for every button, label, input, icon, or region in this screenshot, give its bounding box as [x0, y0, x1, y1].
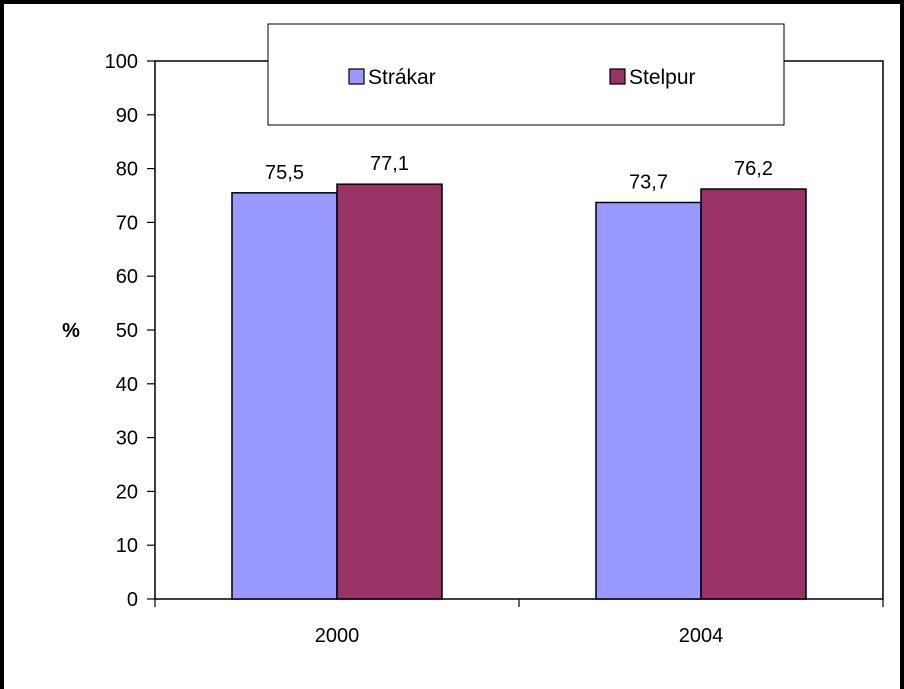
bar-strakar-2000: [231, 192, 338, 600]
legend-swatch-stelpur: [609, 68, 626, 85]
y-tick-label: 10: [116, 535, 138, 557]
bar-stelpur-2000: [336, 183, 443, 600]
y-tick-label: 50: [116, 320, 138, 342]
legend-label-stelpur: Stelpur: [629, 66, 696, 89]
x-axis: 2000 2004: [154, 599, 884, 647]
legend-box: [267, 23, 785, 126]
y-axis: 0 10 20 30 40 50 60 70 80 90 100: [105, 51, 155, 611]
data-labels: 75,5 73,7 77,1 76,2: [265, 153, 773, 193]
y-tick-label: 20: [116, 481, 138, 503]
legend-swatch-strakar: [348, 68, 365, 85]
y-tick-label: 100: [105, 51, 138, 73]
legend-label-strakar: Strákar: [368, 66, 436, 89]
y-tick-label: 30: [116, 428, 138, 450]
y-axis-title: %: [62, 320, 80, 342]
y-tick-label: 40: [116, 374, 138, 396]
legend: Strákar Stelpur: [267, 23, 785, 126]
bars: [231, 183, 807, 600]
bar-strakar-2004: [595, 201, 702, 600]
x-category-label: 2000: [315, 625, 360, 647]
y-tick-label: 70: [116, 212, 138, 234]
y-tick-label: 80: [116, 159, 138, 181]
data-label-stelpur-2000: 77,1: [370, 153, 409, 175]
bar-stelpur-2004: [700, 188, 807, 600]
data-label-stelpur-2004: 76,2: [734, 158, 773, 180]
x-category-label: 2004: [679, 625, 724, 647]
y-tick-label: 0: [127, 589, 138, 611]
y-tick-label: 60: [116, 266, 138, 288]
y-tick-label: 90: [116, 105, 138, 127]
data-label-strakar-2004: 73,7: [629, 171, 668, 193]
data-label-strakar-2000: 75,5: [265, 162, 304, 184]
